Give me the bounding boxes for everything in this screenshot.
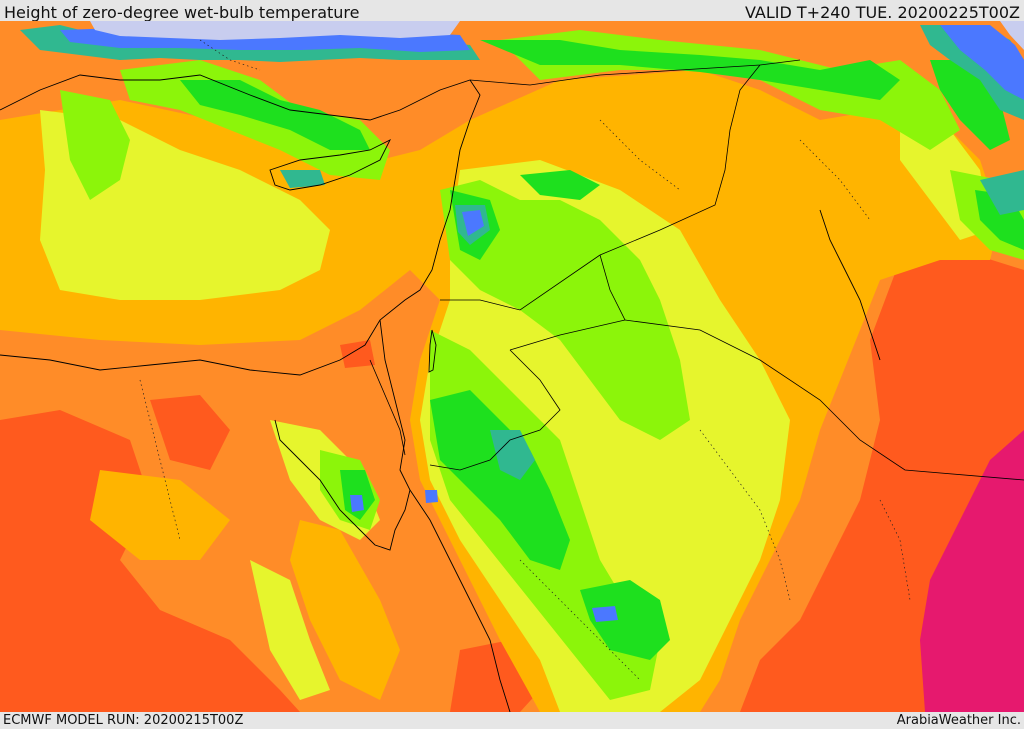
coastline-turkey: [0, 74, 481, 181]
boundary-egypt-south: [139, 379, 181, 541]
border-syria-jordan: [440, 254, 601, 311]
blue-spot-asir: [592, 606, 618, 622]
red-spot-delta: [340, 340, 375, 368]
amber-zone-egypt-south: [90, 470, 230, 560]
coastline-levant: [0, 179, 456, 376]
dark-green-zone-mesopotamia: [520, 170, 600, 200]
lavender-zone-north: [90, 21, 460, 40]
coastline-persian-gulf: [819, 209, 881, 361]
magenta-zone: [920, 430, 1024, 712]
map-footer: ECMWF MODEL RUN: 20200215T00Z ArabiaWeat…: [0, 712, 1024, 729]
border-syria-iraq: [599, 64, 761, 256]
blue-zone-northeast: [940, 25, 1024, 100]
boundary-anatolia: [199, 39, 261, 71]
teal-zone-arabia: [490, 430, 535, 480]
dark-green-zone-turkey: [180, 80, 370, 150]
boundary-iraq: [599, 119, 681, 191]
border-saudi-iraq: [624, 319, 1024, 481]
dark-green-zone-asir: [580, 580, 670, 660]
valid-time-label: VALID T+240 TUE. 20200225T00Z: [744, 3, 1020, 22]
red-zone-egypt: [150, 395, 230, 470]
border-jordan-saudi: [429, 349, 561, 471]
yellow-zone-sudan: [250, 560, 330, 700]
border-egypt-israel: [369, 359, 406, 456]
dark-green-zone-anatolia: [480, 40, 900, 100]
boundary-iran: [879, 499, 911, 601]
coastline-dead-sea: [428, 329, 437, 373]
weather-map-svg: [0, 21, 1024, 712]
border-turkey-syria: [469, 59, 801, 86]
map-title: Height of zero-degree wet-bulb temperatu…: [4, 3, 360, 22]
blue-spot-sinai: [350, 495, 364, 512]
red-zone-sw: [0, 410, 300, 712]
weather-map: [0, 21, 1024, 712]
coastlines: [0, 74, 881, 712]
credit-label: ArabiaWeather Inc.: [896, 713, 1021, 728]
map-header: Height of zero-degree wet-bulb temperatu…: [0, 0, 1024, 22]
coastline-red-sea-east: [409, 489, 511, 712]
amber-zone-red-sea: [290, 520, 400, 700]
green-zone-west: [60, 90, 130, 200]
country-borders: [369, 59, 1024, 481]
internal-boundaries: [139, 39, 911, 681]
teal-zone-cyprus: [280, 170, 325, 188]
dark-green-zone-arabia: [430, 390, 570, 570]
coastline-cyprus: [269, 138, 392, 191]
lavender-zone-northeast: [1000, 21, 1024, 50]
green-zone-turkey: [120, 60, 390, 180]
blue-spot-arabia: [425, 490, 438, 503]
coastline-sinai-red-sea: [274, 319, 411, 551]
green-zone-levant: [440, 180, 690, 440]
model-run-label: ECMWF MODEL RUN: 20200215T00Z: [3, 713, 244, 728]
boundary-saudi-west: [519, 559, 641, 681]
blue-spot-levant: [462, 210, 484, 236]
boundary-syria: [799, 139, 871, 221]
teal-zone-far-east: [980, 170, 1024, 215]
boundary-arabia: [699, 429, 791, 601]
